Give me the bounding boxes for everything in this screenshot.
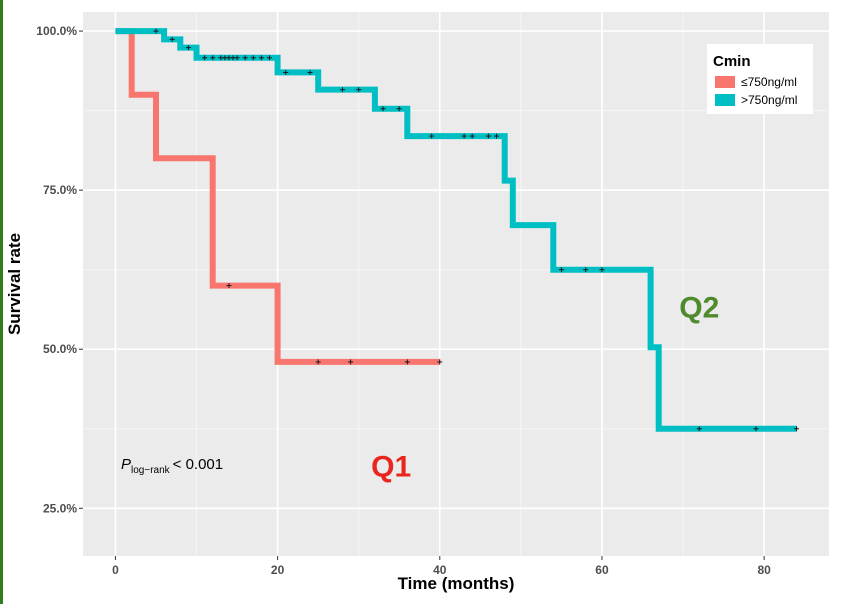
annotation-q2: Q2 xyxy=(679,291,719,324)
censor-mark xyxy=(461,133,467,139)
censor-mark xyxy=(396,106,402,112)
y-tick-label: 100.0% xyxy=(36,24,77,38)
censor-mark xyxy=(485,133,491,139)
y-axis-title: Survival rate xyxy=(5,233,24,335)
legend-label-low: ≤750ng/ml xyxy=(741,75,797,89)
censor-mark xyxy=(185,45,191,51)
censor-layer xyxy=(153,28,800,432)
censor-mark xyxy=(267,55,272,61)
censor-mark xyxy=(583,267,589,273)
x-tick-label: 20 xyxy=(271,563,285,577)
x-tick-label: 0 xyxy=(112,563,119,577)
censor-mark xyxy=(558,267,564,273)
censor-mark xyxy=(753,426,759,432)
censor-mark xyxy=(794,426,800,432)
series-layer xyxy=(115,28,797,432)
series-line-high xyxy=(115,28,797,432)
ticks-layer: 0 20 40 60 80 25.0% 50.0% 75.0% 100.0% xyxy=(36,24,771,577)
censor-mark xyxy=(404,359,410,365)
censor-mark xyxy=(429,133,435,139)
censor-mark xyxy=(202,55,208,61)
censor-mark xyxy=(307,69,313,75)
censor-mark xyxy=(494,133,500,139)
censor-mark xyxy=(210,55,216,61)
pvalue-value: < 0.001 xyxy=(173,456,223,473)
censor-mark xyxy=(356,87,362,93)
legend-label-high: >750ng/ml xyxy=(741,93,797,107)
series-line-low xyxy=(115,28,440,365)
pvalue-subscript: log−rank xyxy=(131,465,171,476)
censor-mark xyxy=(226,283,232,289)
x-axis-title: Time (months) xyxy=(398,574,515,593)
x-tick-label: 40 xyxy=(433,563,447,577)
annotation-q1: Q1 xyxy=(371,450,411,483)
censor-mark xyxy=(437,359,443,365)
y-tick-label: 50.0% xyxy=(43,342,77,356)
censor-mark xyxy=(169,36,175,42)
legend: Cmin ≤750ng/ml >750ng/ml xyxy=(707,44,813,114)
censor-mark xyxy=(242,55,248,61)
censor-mark xyxy=(696,426,702,432)
x-tick-label: 80 xyxy=(757,563,771,577)
y-tick-label: 75.0% xyxy=(43,183,77,197)
pvalue-label: Plog−rank < 0.001 xyxy=(121,456,223,476)
annotation-layer: Q1 Q2 xyxy=(371,291,719,483)
censor-mark xyxy=(599,267,605,273)
censor-mark xyxy=(283,69,289,75)
legend-title: Cmin xyxy=(713,53,751,70)
censor-mark xyxy=(315,359,321,365)
censor-mark xyxy=(258,55,264,61)
plot-panel xyxy=(83,12,829,556)
censor-mark xyxy=(469,133,475,139)
censor-mark xyxy=(339,87,345,93)
censor-mark xyxy=(250,55,256,61)
left-frame-border xyxy=(0,0,3,604)
censor-mark xyxy=(380,106,386,112)
grid-minor xyxy=(83,12,829,556)
pvalue-p: P xyxy=(121,456,131,473)
x-tick-label: 60 xyxy=(595,563,609,577)
legend-key-high xyxy=(715,94,735,106)
legend-key-low xyxy=(715,76,735,88)
y-tick-label: 25.0% xyxy=(43,501,77,515)
censor-mark xyxy=(234,55,240,61)
grid-major xyxy=(83,12,829,556)
censor-mark xyxy=(348,359,354,365)
censor-mark xyxy=(153,28,159,34)
